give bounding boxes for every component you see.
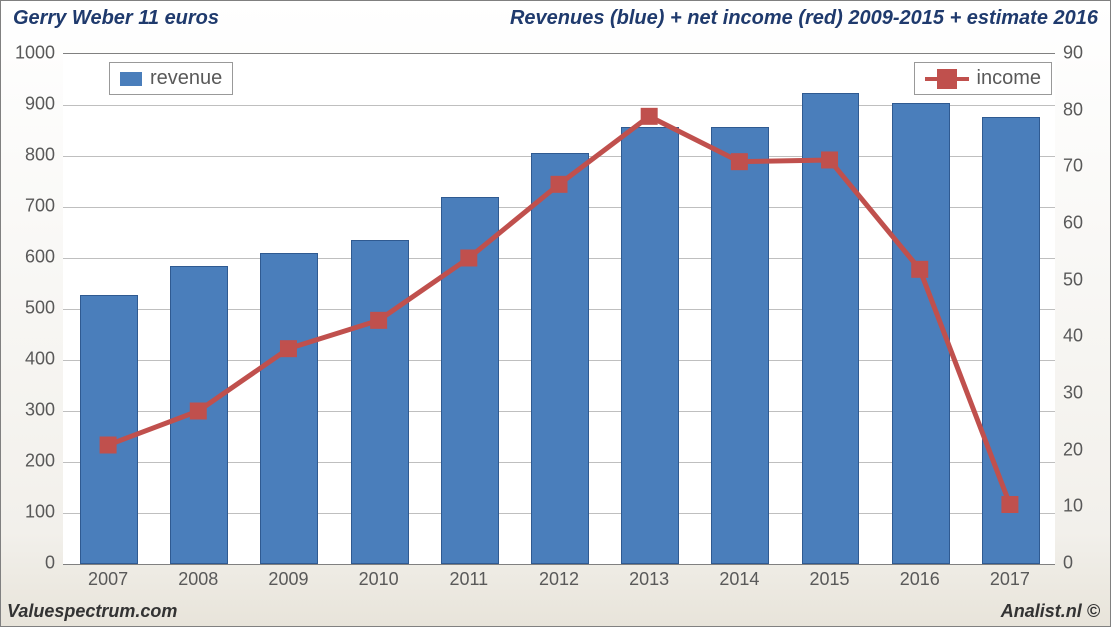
y-left-tick: 800 — [1, 145, 55, 166]
header-left: Gerry Weber 11 euros — [13, 7, 219, 30]
y-left-tick: 0 — [1, 553, 55, 574]
x-tick: 2012 — [539, 569, 579, 590]
legend-income-swatch — [925, 69, 969, 89]
y-left-tick: 600 — [1, 247, 55, 268]
y-left-tick: 500 — [1, 298, 55, 319]
y-right-tick: 10 — [1063, 496, 1083, 517]
x-tick: 2008 — [178, 569, 218, 590]
bar — [711, 127, 769, 564]
y-right-tick: 70 — [1063, 156, 1083, 177]
bar — [441, 197, 499, 564]
bar — [982, 117, 1040, 564]
y-right-tick: 90 — [1063, 43, 1083, 64]
plot-area — [63, 53, 1055, 565]
y-right-tick: 40 — [1063, 326, 1083, 347]
footer-left: Valuespectrum.com — [7, 601, 177, 622]
y-right-tick: 80 — [1063, 99, 1083, 120]
y-left-tick: 900 — [1, 94, 55, 115]
y-right-tick: 30 — [1063, 383, 1083, 404]
x-tick: 2016 — [900, 569, 940, 590]
x-tick: 2007 — [88, 569, 128, 590]
footer-right: Analist.nl © — [1001, 601, 1100, 622]
y-left-tick: 400 — [1, 349, 55, 370]
y-right-tick: 0 — [1063, 553, 1073, 574]
y-left-tick: 1000 — [1, 43, 55, 64]
x-tick: 2017 — [990, 569, 1030, 590]
y-left-tick: 700 — [1, 196, 55, 217]
bar — [351, 240, 409, 564]
bar — [531, 153, 589, 564]
legend-income-label: income — [977, 67, 1041, 90]
y-right-tick: 50 — [1063, 269, 1083, 290]
chart-frame: Gerry Weber 11 euros Revenues (blue) + n… — [0, 0, 1111, 627]
x-tick: 2011 — [449, 569, 488, 590]
y-right-tick: 60 — [1063, 213, 1083, 234]
y-left-tick: 200 — [1, 451, 55, 472]
x-tick: 2014 — [719, 569, 759, 590]
bar — [260, 253, 318, 564]
bar — [170, 266, 228, 564]
bar — [892, 103, 950, 564]
bar — [80, 295, 138, 564]
bar — [802, 93, 860, 564]
x-tick: 2009 — [268, 569, 308, 590]
x-tick: 2010 — [359, 569, 399, 590]
legend-revenue-label: revenue — [150, 67, 222, 90]
header-right: Revenues (blue) + net income (red) 2009-… — [510, 7, 1098, 30]
legend-revenue-swatch — [120, 72, 142, 86]
y-left-tick: 300 — [1, 400, 55, 421]
y-left-tick: 100 — [1, 502, 55, 523]
legend-income: income — [914, 62, 1052, 95]
x-tick: 2013 — [629, 569, 669, 590]
bar — [621, 127, 679, 564]
x-tick: 2015 — [810, 569, 850, 590]
legend-revenue: revenue — [109, 62, 233, 95]
y-right-tick: 20 — [1063, 439, 1083, 460]
